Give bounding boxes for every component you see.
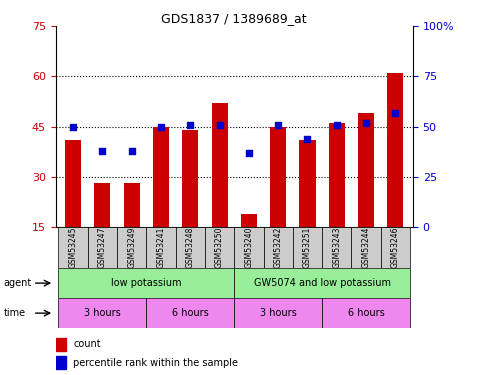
Bar [212,103,227,227]
Text: GSM53244: GSM53244 [362,227,370,268]
Bar [205,227,234,268]
Bar [58,298,146,328]
Bar [293,227,322,268]
Bar [56,356,66,369]
Title: GDS1837 / 1389689_at: GDS1837 / 1389689_at [161,12,307,25]
Bar [234,268,410,298]
Point [333,122,341,128]
Text: 3 hours: 3 hours [260,308,297,318]
Bar [56,338,66,351]
Point [186,122,194,128]
Bar [94,183,111,227]
Point [128,148,136,154]
Bar [88,227,117,268]
Text: count: count [73,339,101,349]
Bar [182,130,199,227]
Bar [234,227,264,268]
Text: 3 hours: 3 hours [84,308,121,318]
Point [157,124,165,130]
Point [216,122,224,128]
Text: GSM53250: GSM53250 [215,227,224,268]
Bar [299,140,315,227]
Bar [58,268,234,298]
Text: GSM53247: GSM53247 [98,227,107,268]
Text: GSM53249: GSM53249 [127,227,136,268]
Text: low potassium: low potassium [111,278,182,288]
Text: GSM53245: GSM53245 [69,227,78,268]
Point [245,150,253,156]
Text: 6 hours: 6 hours [172,308,209,318]
Point [362,120,370,126]
Bar [234,298,322,328]
Text: GSM53240: GSM53240 [244,227,254,268]
Bar [146,298,234,328]
Bar [264,227,293,268]
Bar [387,73,403,227]
Bar [358,113,374,227]
Text: agent: agent [4,278,32,288]
Text: percentile rank within the sample: percentile rank within the sample [73,358,239,368]
Bar [176,227,205,268]
Bar [146,227,176,268]
Bar [322,227,352,268]
Text: GSM53251: GSM53251 [303,227,312,268]
Text: GW5074 and low potassium: GW5074 and low potassium [254,278,391,288]
Bar [329,123,345,227]
Bar [65,140,81,227]
Point [392,110,399,116]
Bar [58,227,88,268]
Bar [381,227,410,268]
Text: time: time [4,308,26,318]
Bar [270,127,286,227]
Bar [352,227,381,268]
Bar [117,227,146,268]
Bar [153,127,169,227]
Point [274,122,282,128]
Bar [322,298,410,328]
Text: 6 hours: 6 hours [348,308,384,318]
Point [304,136,312,142]
Text: GSM53241: GSM53241 [156,227,166,268]
Text: GSM53243: GSM53243 [332,227,341,268]
Point [69,124,77,130]
Bar [241,213,257,227]
Bar [124,183,140,227]
Text: GSM53242: GSM53242 [274,227,283,268]
Point [99,148,106,154]
Text: GSM53248: GSM53248 [186,227,195,268]
Text: GSM53246: GSM53246 [391,227,400,268]
